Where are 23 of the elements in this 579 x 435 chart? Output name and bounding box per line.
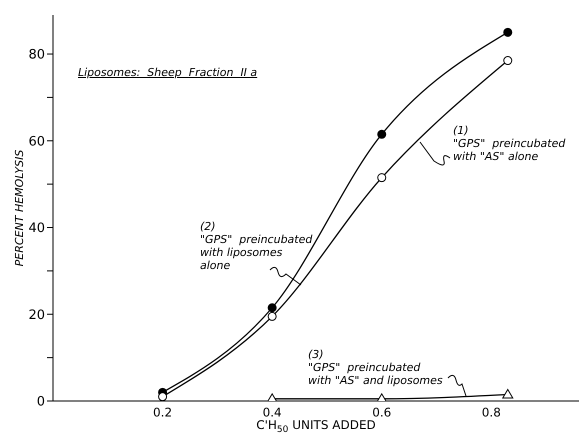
y-tick-label: 0	[36, 394, 45, 410]
annotation: (1) "GPS" preincubated with "AS" alone	[453, 124, 566, 163]
x-axis-title: C'H$_{50}$ UNITS ADDED	[256, 418, 376, 435]
y-tick-label: 80	[28, 48, 45, 63]
y-tick-label: 40	[28, 221, 45, 236]
y-tick-label: 60	[28, 134, 45, 150]
point	[503, 56, 512, 66]
point	[268, 312, 277, 321]
point	[158, 392, 168, 401]
point	[377, 130, 386, 139]
x-tick-label: 0.4	[262, 406, 282, 420]
x-tick-label: 0.8	[482, 406, 501, 420]
point	[503, 28, 512, 37]
point	[502, 388, 514, 398]
y-tick-label: 20	[28, 308, 45, 323]
x-tick-label: 0.2	[153, 406, 172, 420]
point	[268, 303, 277, 312]
annotation: (2) "GPS" preincubated with liposomes alone	[200, 220, 312, 272]
y-axis-title: PERCENT HEMOLYSIS	[13, 150, 26, 266]
x-tick-label: 0.6	[372, 406, 392, 420]
point	[377, 173, 386, 182]
annotation: Liposomes: Sheep Fraction II a	[78, 66, 258, 79]
annotation: (3) "GPS" preincubated with "AS" and liposomes	[308, 348, 443, 387]
